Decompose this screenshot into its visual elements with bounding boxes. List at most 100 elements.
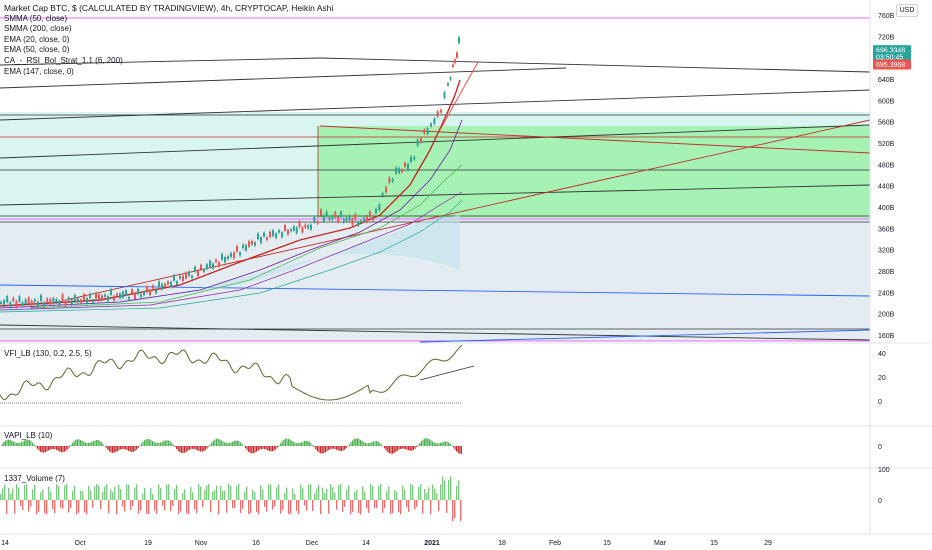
volume-bar bbox=[438, 500, 440, 512]
indicator-ema-50[interactable]: EMA (50, close, 0) bbox=[4, 45, 70, 55]
indicator-smma-200[interactable]: SMMA (200, close) bbox=[4, 24, 72, 34]
candle-body bbox=[116, 293, 118, 296]
volume-bar bbox=[362, 486, 364, 500]
volume-bar bbox=[306, 500, 308, 511]
candle-body bbox=[119, 293, 121, 299]
volume-bar bbox=[116, 500, 118, 515]
candle-body bbox=[89, 293, 91, 298]
vapi-bar bbox=[433, 442, 435, 446]
candle-body bbox=[410, 156, 412, 163]
volume-bar bbox=[26, 484, 28, 500]
volume-bar bbox=[428, 487, 430, 500]
candle-body bbox=[342, 218, 345, 223]
trend-line bbox=[419, 329, 871, 343]
time-tick-label: 18 bbox=[498, 540, 506, 547]
vapi-bar bbox=[452, 446, 454, 448]
volume-bar bbox=[292, 488, 294, 500]
vapi-bar bbox=[340, 446, 342, 452]
volume-bar bbox=[228, 484, 230, 500]
vapi-bar bbox=[424, 438, 426, 446]
vapi-bar bbox=[380, 444, 382, 446]
volume-bar bbox=[192, 492, 194, 500]
volume-bar bbox=[404, 489, 406, 500]
volume-bar bbox=[218, 500, 220, 515]
vapi-bar bbox=[411, 446, 413, 451]
vfi-pane-label[interactable]: VFI_LB (130, 0.2, 2.5, 5) bbox=[4, 349, 92, 358]
vapi-bar bbox=[441, 442, 443, 446]
volume-bar bbox=[146, 500, 148, 515]
volume-bar bbox=[450, 476, 452, 500]
volume-bar bbox=[110, 489, 112, 500]
candle-body bbox=[110, 289, 112, 296]
vapi-bar bbox=[428, 439, 430, 446]
vapi-bar bbox=[81, 440, 83, 446]
vapi-bar bbox=[294, 442, 296, 446]
vapi-bar bbox=[252, 446, 254, 454]
volume-bar bbox=[8, 487, 10, 500]
indicator-ema-147[interactable]: EMA (147, close, 0) bbox=[4, 66, 74, 76]
volume-bar bbox=[74, 485, 76, 500]
vapi-bar bbox=[312, 445, 314, 446]
volume-bar bbox=[280, 500, 282, 514]
candle-body bbox=[245, 244, 247, 251]
candle-body bbox=[328, 217, 331, 221]
vapi-bar bbox=[73, 441, 75, 446]
volume-bar bbox=[142, 493, 144, 500]
volume-bar bbox=[194, 500, 196, 510]
candle-body bbox=[449, 77, 452, 80]
vapi-bar bbox=[459, 446, 461, 454]
vapi-bar bbox=[164, 440, 166, 446]
vfi-trend-line bbox=[419, 365, 475, 381]
vapi-bar bbox=[289, 439, 291, 446]
candle-body bbox=[113, 295, 115, 301]
vapi-bar bbox=[19, 442, 21, 446]
vapi-bar bbox=[446, 441, 448, 446]
candle-body bbox=[458, 37, 460, 44]
vapi-bar bbox=[38, 446, 40, 451]
vapi-bar bbox=[244, 446, 246, 449]
candle-body bbox=[430, 123, 432, 127]
volume-bar bbox=[184, 489, 186, 500]
vapi-bar bbox=[403, 446, 405, 449]
candle-body bbox=[212, 263, 214, 269]
vapi-bar bbox=[307, 441, 309, 446]
vapi-bar bbox=[345, 446, 347, 449]
vapi-bar bbox=[180, 446, 182, 453]
volume-pane-label[interactable]: 1337_Volume (7) bbox=[4, 474, 65, 483]
volume-bar bbox=[372, 486, 374, 500]
volume-bar bbox=[76, 500, 78, 515]
candle-body bbox=[443, 92, 446, 98]
candle-body bbox=[360, 220, 362, 223]
indicator-smma-50[interactable]: SMMA (50, close) bbox=[4, 13, 68, 23]
candle-body bbox=[95, 292, 97, 299]
vapi-bar bbox=[200, 446, 202, 452]
vapi-bar bbox=[384, 446, 386, 449]
indicator-ema-20[interactable]: EMA (20, close, 0) bbox=[4, 34, 70, 44]
vapi-bar bbox=[368, 443, 370, 446]
volume-bar bbox=[338, 485, 340, 500]
vapi-bar bbox=[444, 441, 446, 446]
candle-body bbox=[203, 269, 205, 273]
volume-bar bbox=[430, 500, 432, 515]
volume-bar bbox=[456, 485, 458, 500]
vapi-bar bbox=[64, 446, 66, 452]
volume-bar bbox=[222, 491, 224, 500]
candle-body bbox=[331, 215, 334, 220]
volume-bar bbox=[166, 484, 168, 500]
volume-bar bbox=[366, 500, 368, 509]
candle-body bbox=[251, 240, 253, 245]
candle-body bbox=[304, 224, 307, 228]
volume-bar bbox=[196, 500, 198, 514]
vapi-bar bbox=[49, 446, 51, 450]
vapi-bar bbox=[259, 446, 261, 450]
volume-bar bbox=[300, 484, 302, 500]
indicator-rsi-bol[interactable]: CA_-_RSI_Bol_Strat_1.1 (6, 200) bbox=[4, 55, 123, 65]
currency-button[interactable]: USD bbox=[896, 4, 918, 17]
volume-bar bbox=[82, 491, 84, 500]
vapi-bar bbox=[204, 446, 206, 451]
vapi-pane-label[interactable]: VAPI_LB (10) bbox=[4, 431, 53, 440]
volume-bar bbox=[102, 491, 104, 500]
candle-body bbox=[375, 208, 377, 214]
